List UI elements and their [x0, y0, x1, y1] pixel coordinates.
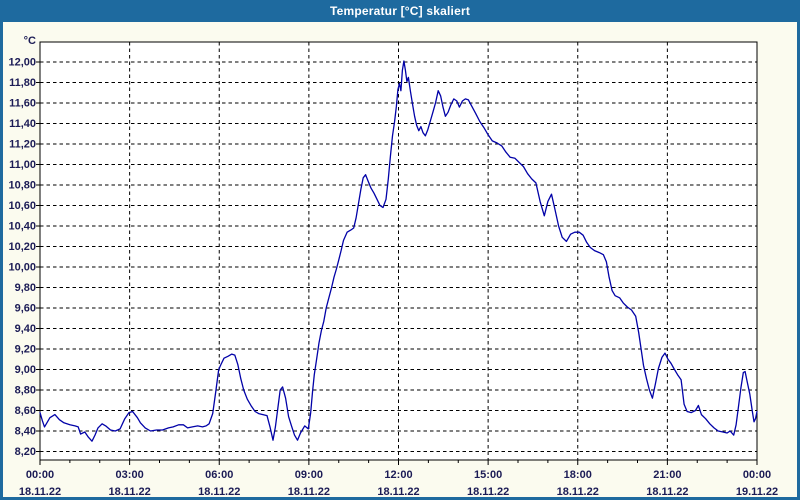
x-date-label: 18.11.22 — [288, 486, 330, 497]
y-tick-label: 9,20 — [15, 344, 36, 356]
x-time-label: 18:00 — [564, 469, 592, 481]
y-tick-label: 10,40 — [8, 221, 36, 233]
y-tick-label: 8,40 — [15, 426, 36, 438]
x-time-label: 09:00 — [295, 469, 323, 481]
y-tick-label: 10,00 — [8, 262, 36, 274]
window-title: Temperatur [°C] skaliert — [329, 4, 471, 18]
y-tick-label: 11,00 — [9, 159, 36, 171]
titlebar: Temperatur [°C] skaliert — [0, 0, 800, 22]
y-tick-label: 11,80 — [9, 77, 36, 89]
y-axis-unit-label: °C — [23, 35, 36, 47]
x-date-label: 18.11.22 — [557, 486, 599, 497]
y-tick-label: 11,40 — [9, 118, 36, 130]
x-date-label: 18.11.22 — [109, 486, 151, 497]
plot-border — [39, 41, 758, 461]
y-tick-label: 11,60 — [9, 98, 36, 110]
y-tick-label: 10,60 — [8, 200, 36, 212]
chart-area: °C 12,00 11,80 11,60 11,40 11,20 11,00 10,80 10… — [3, 22, 797, 498]
x-time-label: 15:00 — [474, 469, 502, 481]
x-time-label: 06:00 — [205, 469, 233, 481]
x-date-label: 18.11.22 — [19, 486, 61, 497]
x-date-label: 18.11.22 — [198, 486, 240, 497]
y-tick-label: 8,60 — [15, 405, 36, 417]
y-tick-label: 9,80 — [15, 282, 36, 294]
y-tick-label: 9,40 — [15, 323, 36, 335]
y-tick-label: 10,20 — [8, 241, 36, 253]
x-time-label: 12:00 — [384, 469, 412, 481]
x-time-label: 00:00 — [743, 469, 771, 481]
y-tick-label: 9,00 — [15, 364, 36, 376]
y-tick-label: 11,20 — [9, 139, 36, 151]
y-tick-label: 12,00 — [8, 57, 36, 69]
x-time-label: 00:00 — [26, 469, 54, 481]
x-date-label: 18.11.22 — [646, 486, 688, 497]
y-tick-label: 9,60 — [15, 303, 36, 315]
x-date-label: 18.11.22 — [377, 486, 419, 497]
x-date-label: 19.11.22 — [736, 486, 778, 497]
x-time-label: 03:00 — [116, 469, 144, 481]
y-tick-label: 10,80 — [8, 180, 36, 192]
y-tick-label: 8,80 — [15, 385, 36, 397]
temperature-chart: 12,00 11,80 11,60 11,40 11,20 11,00 10,80 10,60… — [8, 41, 778, 498]
temperature-line — [39, 60, 758, 442]
x-date-label: 18.11.22 — [467, 486, 509, 497]
x-time-label: 21:00 — [653, 469, 681, 481]
y-tick-label: 8,20 — [15, 446, 36, 458]
